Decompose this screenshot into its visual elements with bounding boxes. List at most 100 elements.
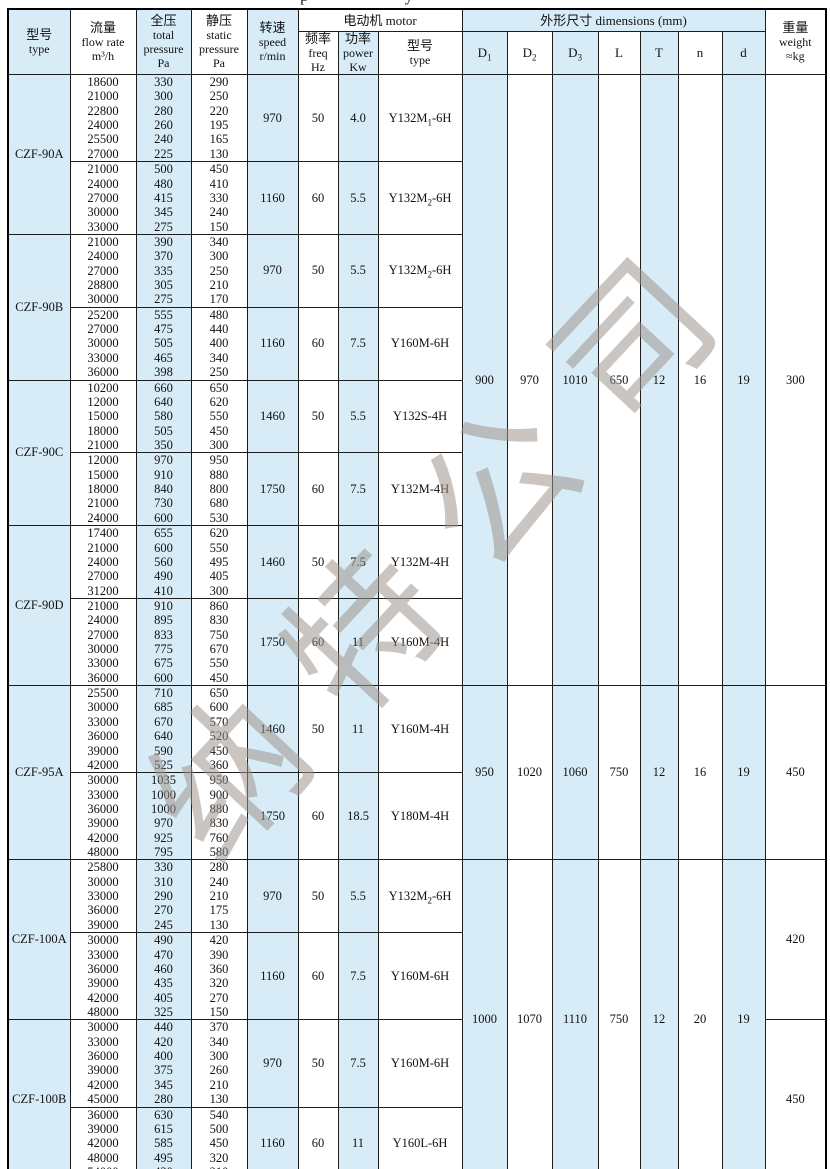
total-values-cell: 710 685 670 640 590 525 — [135, 685, 192, 774]
total-value-line: 795 — [154, 845, 173, 860]
static-value-line: 500 — [209, 1121, 229, 1136]
static-value-line: 300 — [209, 1049, 229, 1064]
total-value-line: 420 — [154, 1034, 173, 1049]
header-model-en: type — [28, 42, 50, 56]
total-value-line: 970 — [154, 453, 173, 468]
static-value-line: 880 — [209, 801, 229, 816]
motor-type-cell: Y160M-6H — [377, 932, 463, 1021]
static-value-line: 800 — [209, 482, 229, 497]
total-value-line: 895 — [154, 613, 173, 628]
static-value-line: 620 — [209, 526, 229, 541]
flow-values-cell: 21000 24000 27000 30000 33000 — [69, 161, 137, 235]
flow-values-cell: 17400 21000 24000 27000 31200 — [69, 525, 137, 599]
flow-value-line: 12000 — [87, 394, 119, 409]
power-cell: 5.5 — [337, 233, 379, 308]
motor-type-cell: Y180M-4H — [377, 772, 463, 861]
static-value-line: 130 — [209, 146, 229, 161]
flow-value-line: 48000 — [87, 1150, 119, 1165]
header-dim-t: T — [639, 31, 679, 75]
flow-value-line: 24000 — [87, 554, 119, 569]
spec-block-row: 12000 15000 18000 21000 24000 970 910 840 730 600… — [8, 452, 826, 527]
freq-cell: 50 — [297, 379, 339, 454]
freq-cell: 50 — [297, 525, 339, 599]
flow-value-line: 21000 — [87, 234, 119, 249]
total-value-line: 600 — [154, 540, 173, 555]
total-value-line: 325 — [154, 1005, 173, 1019]
flow-value-line: 31200 — [87, 583, 119, 598]
total-value-line: 710 — [154, 686, 173, 701]
static-value-line: 650 — [209, 380, 229, 395]
header-speed: 转速 speed r/min — [246, 8, 299, 75]
static-value-line: 250 — [209, 89, 229, 104]
total-value-line: 350 — [154, 437, 173, 452]
flow-value-line: 33000 — [87, 219, 119, 234]
static-value-line: 360 — [209, 961, 229, 976]
total-value-line: 375 — [154, 1063, 173, 1078]
speed-cell: 1160 — [246, 932, 299, 1021]
speed-cell: 1460 — [246, 379, 299, 454]
header-static-pressure: 静压 static pressure Pa — [190, 8, 248, 75]
spec-block-row: CZF-90D 17400 21000 24000 27000 31200 655 600 56… — [7, 525, 826, 687]
static-value-line: 280 — [209, 860, 229, 875]
dim-n-cell: 20 — [677, 859, 723, 1169]
flow-value-line: 30000 — [87, 700, 119, 715]
model-cell: CZF-90D — [7, 525, 71, 687]
flow-value-line: 36000 — [87, 903, 119, 918]
flow-value-line: 42000 — [87, 1077, 119, 1092]
spec-block-row: CZF-90B 21000 24000 27000 28800 30000 390 370 33… — [7, 233, 826, 381]
total-value-line: 505 — [154, 423, 173, 438]
static-values-cell: 950 900 880 830 760 580 — [190, 772, 248, 861]
total-value-line: 410 — [154, 583, 173, 598]
total-value-line: 640 — [154, 729, 173, 744]
flow-value-line: 36000 — [87, 729, 119, 744]
flow-value-line: 39000 — [87, 816, 119, 831]
speed-cell: 1460 — [246, 685, 299, 774]
flow-value-line: 15000 — [87, 467, 119, 482]
total-value-line: 585 — [154, 1136, 173, 1151]
static-value-line: 570 — [209, 714, 229, 729]
model-cell: CZF-100B — [7, 1019, 71, 1169]
total-value-line: 335 — [154, 263, 173, 278]
flow-values-cell: 21000 24000 27000 28800 30000 — [69, 233, 137, 308]
dim-d3-cell: 1010 — [551, 73, 599, 687]
total-value-line: 280 — [154, 103, 173, 118]
model-cell: CZF-90A — [7, 74, 71, 235]
spec-block-row: 30000 33000 36000 39000 42000 48000 490 470 460 4… — [8, 932, 826, 1021]
static-value-line: 450 — [209, 1136, 229, 1151]
flow-value-line: 27000 — [87, 263, 119, 278]
weight-cell: 420 — [764, 859, 827, 1021]
total-values-cell: 440 420 400 375 345 280 — [135, 1019, 192, 1108]
flow-value-line: 39000 — [87, 976, 119, 991]
spec-block-row: 25200 27000 30000 33000 36000 555 475 505 465 398… — [8, 306, 826, 381]
total-value-line: 370 — [154, 249, 173, 264]
static-values-cell: 420 390 360 320 270 150 — [190, 932, 248, 1021]
total-value-line: 970 — [154, 816, 173, 831]
spec-block-row: CZF-90C 10200 12000 15000 18000 21000 660 640 58… — [7, 379, 826, 527]
static-value-line: 620 — [209, 394, 229, 409]
total-value-line: 415 — [154, 190, 173, 205]
dim-d-cell: 19 — [721, 859, 766, 1169]
freq-cell: 50 — [297, 685, 339, 774]
flow-value-line: 39000 — [87, 917, 119, 932]
header-dim-d2: D2 — [506, 31, 553, 75]
static-value-line: 495 — [209, 554, 229, 569]
flow-value-line: 30000 — [87, 205, 119, 220]
static-value-line: 175 — [209, 903, 229, 918]
static-value-line: 170 — [209, 292, 229, 307]
header-freq: 频率 freq Hz — [297, 31, 339, 75]
flow-value-line: 27000 — [87, 627, 119, 642]
flow-value-line: 17400 — [87, 526, 119, 541]
header-flow: 流量 flow rate m³/h — [69, 8, 137, 75]
motor-type-cell: Y160M-6H — [377, 1019, 463, 1108]
dim-d1-cell: 1000 — [461, 859, 508, 1169]
power-cell: 7.5 — [337, 306, 379, 381]
static-value-line: 370 — [209, 1020, 229, 1035]
weight-cell: 300 — [764, 73, 827, 687]
dim-t-cell: 12 — [639, 73, 679, 687]
motor-type-cell: Y132M-4H — [377, 525, 463, 599]
static-value-line: 340 — [209, 1034, 229, 1049]
total-value-line: 398 — [154, 365, 173, 380]
static-value-line: 300 — [209, 249, 229, 264]
flow-value-line: 24000 — [87, 176, 119, 191]
static-value-line: 550 — [209, 656, 229, 671]
